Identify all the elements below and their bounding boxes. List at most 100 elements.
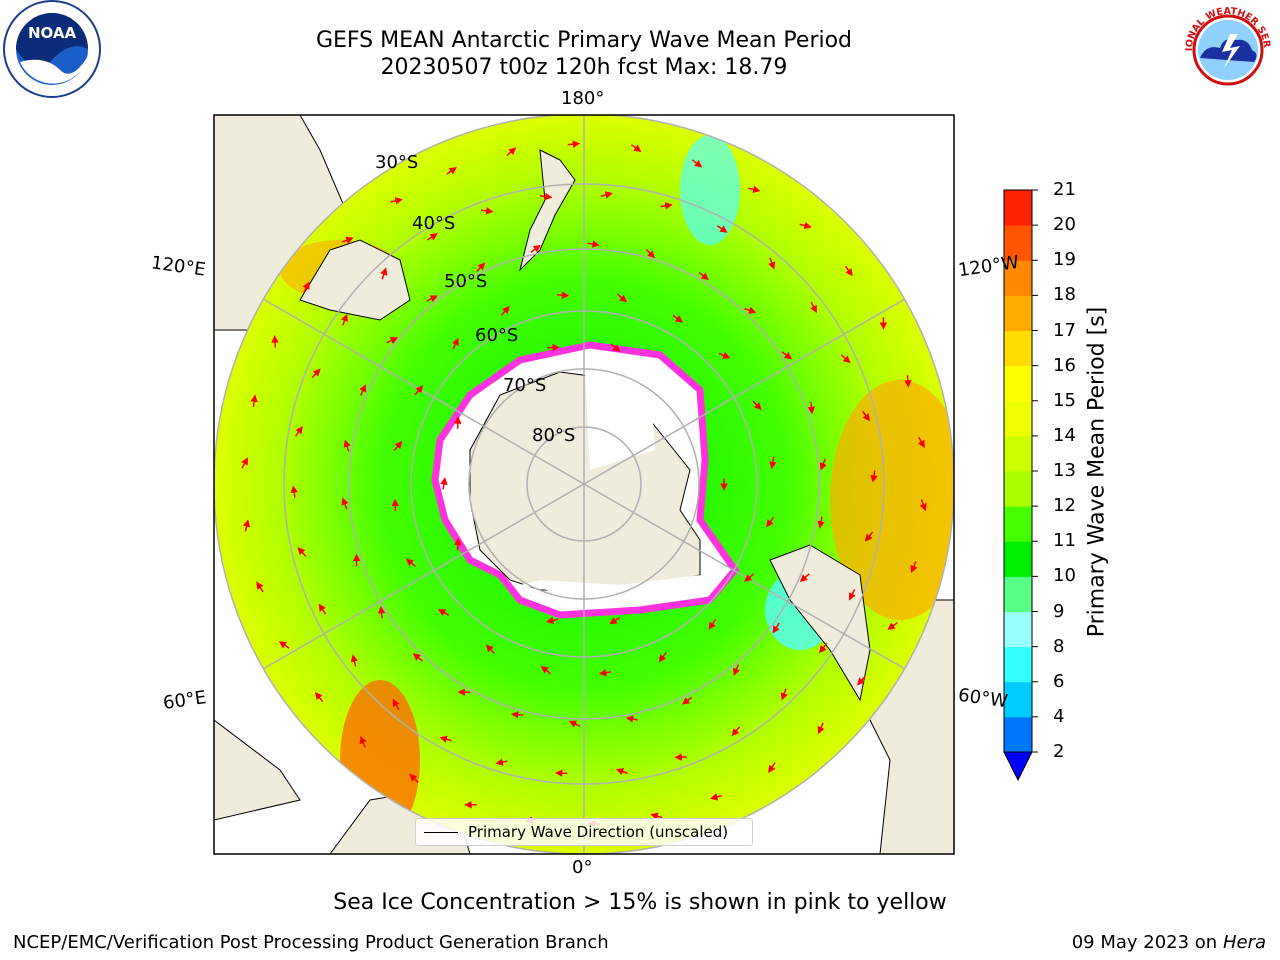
nws-logo: NATIONAL WEATHER SERVICE <box>1178 0 1276 98</box>
wave-direction-arrow <box>380 267 388 280</box>
wave-direction-arrow <box>506 147 517 157</box>
wave-direction-arrow <box>393 440 403 451</box>
wave-direction-arrow <box>861 410 870 422</box>
wave-direction-arrow <box>242 519 251 532</box>
wave-direction-arrow <box>768 257 776 270</box>
wave-direction-arrow <box>271 335 279 348</box>
colorbar <box>1003 189 1038 782</box>
colorbar-tick-label: 9 <box>1053 600 1065 622</box>
wave-direction-arrow <box>658 652 667 663</box>
wave-direction-arrow <box>587 240 600 248</box>
wave-direction-arrow <box>766 516 775 528</box>
colorbar-band <box>1004 716 1032 753</box>
lat-label-60s: 60°S <box>475 325 518 346</box>
swell-region-southeast <box>830 380 954 620</box>
colorbar-tick-label: 8 <box>1053 635 1065 657</box>
wave-direction-arrow <box>405 558 416 567</box>
wave-direction-arrow <box>390 197 403 205</box>
wave-direction-arrow <box>810 301 817 314</box>
wave-direction-arrow <box>844 265 853 277</box>
weddell-ice-shelf <box>520 575 700 600</box>
graticule <box>214 115 954 854</box>
ross-ice-shelf <box>585 370 655 470</box>
wave-direction-arrow <box>870 470 878 483</box>
lon-label-0: 0° <box>572 857 593 878</box>
wave-direction-arrow <box>818 642 828 654</box>
colorbar-tick-label: 16 <box>1053 354 1076 376</box>
colorbar-label: Primary Wave Mean Period [s] <box>1084 306 1110 638</box>
wave-direction-arrow <box>414 385 424 396</box>
wave-direction-arrow <box>539 192 553 201</box>
wave-direction-arrow <box>392 698 400 711</box>
wave-direction-arrow <box>600 191 613 199</box>
wave-direction-arrow <box>681 696 693 705</box>
colorbar-tick-label: 2 <box>1053 741 1065 762</box>
colorbar-band <box>1004 225 1032 261</box>
wave-direction-arrow <box>781 351 793 360</box>
noaa-logo: NOAA <box>3 0 101 98</box>
footer-credit: NCEP/EMC/Verification Post Processing Pr… <box>13 932 609 953</box>
wave-direction-arrow <box>568 720 581 728</box>
wave-direction-arrow <box>302 281 310 294</box>
colorbar-tick-label: 15 <box>1053 389 1076 411</box>
wave-direction-arrow <box>311 368 321 379</box>
legend-label: Primary Wave Direction (unscaled) <box>468 823 729 841</box>
wave-direction-arrow <box>343 439 351 452</box>
colorbar-tick-label: 18 <box>1053 284 1076 306</box>
wave-direction-arrow <box>476 262 486 272</box>
wave-direction-arrow <box>780 688 788 701</box>
wave-direction-arrow <box>752 400 762 411</box>
wave-direction-arrow <box>546 616 559 625</box>
lat-label-30s: 30°S <box>375 152 418 173</box>
wave-direction-arrow <box>510 711 524 719</box>
wave-direction-arrow <box>359 384 367 396</box>
wave-direction-arrow <box>709 793 723 801</box>
wave-direction-arrow <box>437 609 450 616</box>
colorbar-band <box>1004 365 1032 402</box>
colorbar-band <box>1004 506 1032 542</box>
wave-direction-arrow <box>769 456 777 470</box>
colorbar-band <box>1004 541 1032 577</box>
wave-direction-arrow <box>454 537 462 551</box>
wave-direction-arrow <box>819 458 827 471</box>
colorbar-tick-label: 17 <box>1053 319 1076 341</box>
wave-direction-arrow <box>294 426 303 437</box>
wave-direction-arrow <box>409 773 419 783</box>
wave-direction-arrow <box>412 653 423 662</box>
wave-direction-arrow <box>748 185 761 193</box>
noaa-logo-text: NOAA <box>28 24 77 42</box>
wave-direction-arrow <box>598 668 612 677</box>
wave-direction-arrow <box>250 394 258 407</box>
lat-label-50s: 50°S <box>444 271 487 292</box>
map-legend: Primary Wave Direction (unscaled) <box>415 818 753 846</box>
wave-direction-arrow <box>426 295 438 303</box>
wave-direction-arrow <box>744 306 757 314</box>
wave-direction-arrow <box>256 581 264 593</box>
sea-ice-note: Sea Ice Concentration > 15% is shown in … <box>333 890 947 915</box>
wave-direction-arrow <box>340 313 348 326</box>
wave-direction-arrow <box>768 762 776 774</box>
colorbar-band <box>1004 260 1032 296</box>
wave-direction-arrow <box>278 641 290 649</box>
colorbar-tick-label: 4 <box>1053 705 1065 727</box>
wave-direction-arrow <box>772 622 780 634</box>
colorbar-tick-label: 19 <box>1053 249 1076 271</box>
lat-label-40s: 40°S <box>412 213 455 234</box>
colorbar-band <box>1004 295 1032 331</box>
colorbar-tick-label: 6 <box>1053 670 1065 692</box>
wave-direction-arrow <box>910 561 918 574</box>
wave-direction-arrow <box>708 619 717 630</box>
footer-date: 09 May 2023 on Hera <box>1072 932 1266 953</box>
wave-direction-arrow <box>485 644 495 654</box>
colorbar-tick-label: 20 <box>1053 214 1076 236</box>
wave-direction-arrow <box>241 457 249 469</box>
wave-direction-arrow <box>451 337 459 350</box>
colorbar-tick-label: 10 <box>1053 565 1076 587</box>
colorbar-tick-label: 21 <box>1053 179 1076 200</box>
map-subtitle: 20230507 t00z 120h fcst Max: 18.79 <box>380 55 788 80</box>
wave-direction-arrow <box>530 244 541 253</box>
wave-direction-arrow <box>609 616 621 625</box>
colorbar-tick-label: 13 <box>1053 460 1076 481</box>
wave-direction-arrow <box>744 573 755 582</box>
